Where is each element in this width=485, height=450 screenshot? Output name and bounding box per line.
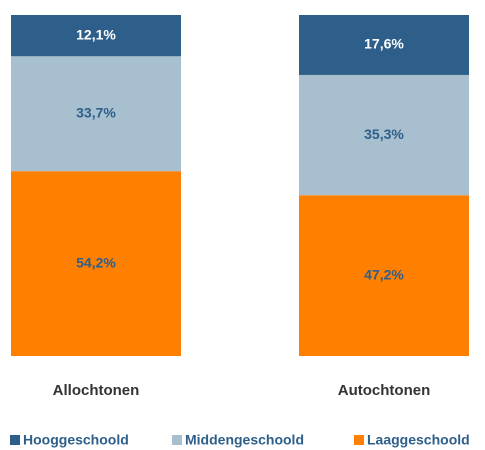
- value-label: 47,2%: [364, 266, 404, 282]
- bar-segment: [11, 15, 181, 57]
- legend-marker: [10, 435, 20, 445]
- legend-marker: [354, 435, 364, 445]
- x-tick-label: Autochtonen: [338, 382, 430, 399]
- legend-label: Laaggeschoold: [367, 432, 470, 448]
- legend-marker: [172, 435, 182, 445]
- value-label: 17,6%: [364, 36, 404, 52]
- x-tick-label: Allochtonen: [53, 382, 140, 399]
- value-label: 33,7%: [76, 104, 116, 120]
- legend-label: Middengeschoold: [185, 432, 304, 448]
- bar-segment: [11, 171, 181, 356]
- bar-segment: [299, 15, 469, 75]
- value-label: 12,1%: [76, 26, 116, 42]
- bar-segment: [299, 195, 469, 356]
- value-label: 54,2%: [76, 254, 116, 270]
- bar-segment: [11, 56, 181, 172]
- value-label: 35,3%: [364, 126, 404, 142]
- bar-segment: [299, 74, 469, 196]
- legend-label: Hooggeschoold: [23, 432, 129, 448]
